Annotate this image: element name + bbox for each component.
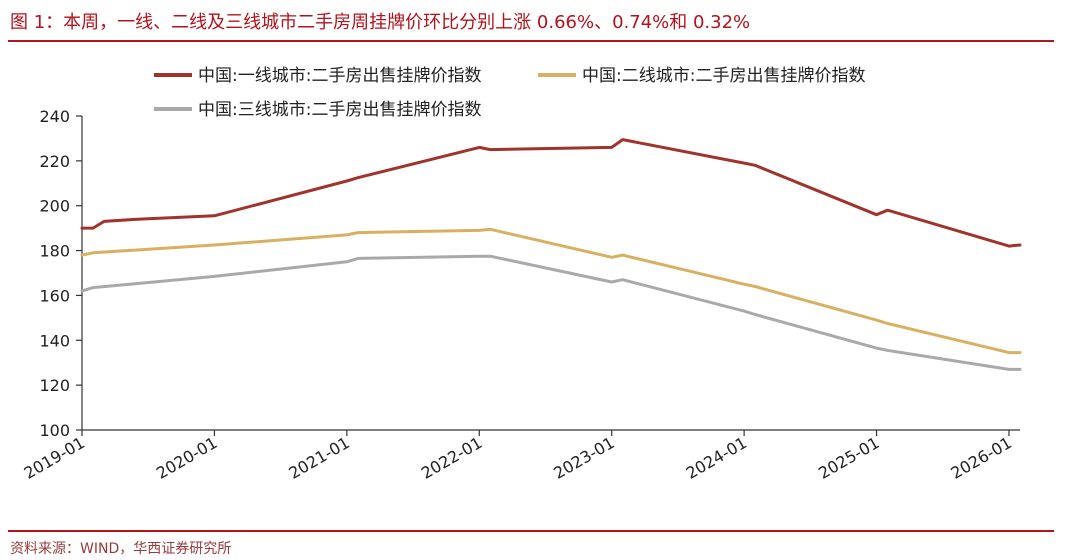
series-line-3: [80, 254, 1022, 371]
x-tick-label: 2022-01: [418, 433, 485, 483]
y-tick-label: 220: [39, 152, 70, 171]
x-tick-label: 2021-01: [285, 433, 352, 483]
series-line-1: [80, 138, 1022, 248]
y-tick-label: 200: [39, 197, 70, 216]
legend-label-3: 中国:三线城市:二手房出售挂牌价指数: [198, 100, 481, 120]
x-tick-label: 2023-01: [550, 433, 617, 483]
x-tick-label: 2020-01: [153, 433, 220, 483]
chart-title: 图 1：本周，一线、二线及三线城市二手房周挂牌价环比分别上涨 0.66%、0.7…: [10, 12, 751, 33]
y-axis: 100 120 140 160 180 200 220 240: [39, 107, 83, 440]
line-chart: 中国:一线城市:二手房出售挂牌价指数 中国:二线城市:二手房出售挂牌价指数中国:三…: [21, 66, 1022, 483]
x-axis: 2019-01 2020-01 2021-01 2022-01 2023-01 2024-…: [21, 429, 1020, 483]
y-tick-label: 180: [39, 242, 70, 261]
x-tick-label: 2025-01: [815, 433, 882, 483]
y-tick-label: 240: [39, 107, 70, 126]
legend: 中国:一线城市:二手房出售挂牌价指数 中国:二线城市:二手房出售挂牌价指数中国:三…: [154, 66, 865, 120]
legend-label-2: 中国:二线城市:二手房出售挂牌价指数: [582, 66, 865, 86]
source-note: 资料来源：WIND，华西证券研究所: [10, 541, 232, 557]
y-tick-label: 100: [39, 421, 70, 440]
x-tick-label: 2026-01: [948, 433, 1015, 483]
x-tick-label: 2024-01: [683, 433, 750, 483]
legend-label-1: 中国:一线城市:二手房出售挂牌价指数: [198, 66, 481, 86]
footer-divider: [8, 530, 1054, 532]
y-tick-label: 120: [39, 376, 70, 395]
title-divider: [8, 40, 1054, 42]
y-tick-label: 140: [39, 331, 70, 350]
y-tick-label: 160: [39, 286, 70, 305]
x-tick-label: 2019-01: [21, 433, 88, 483]
series-line-2: [80, 227, 1022, 355]
series-lines: [80, 138, 1022, 371]
